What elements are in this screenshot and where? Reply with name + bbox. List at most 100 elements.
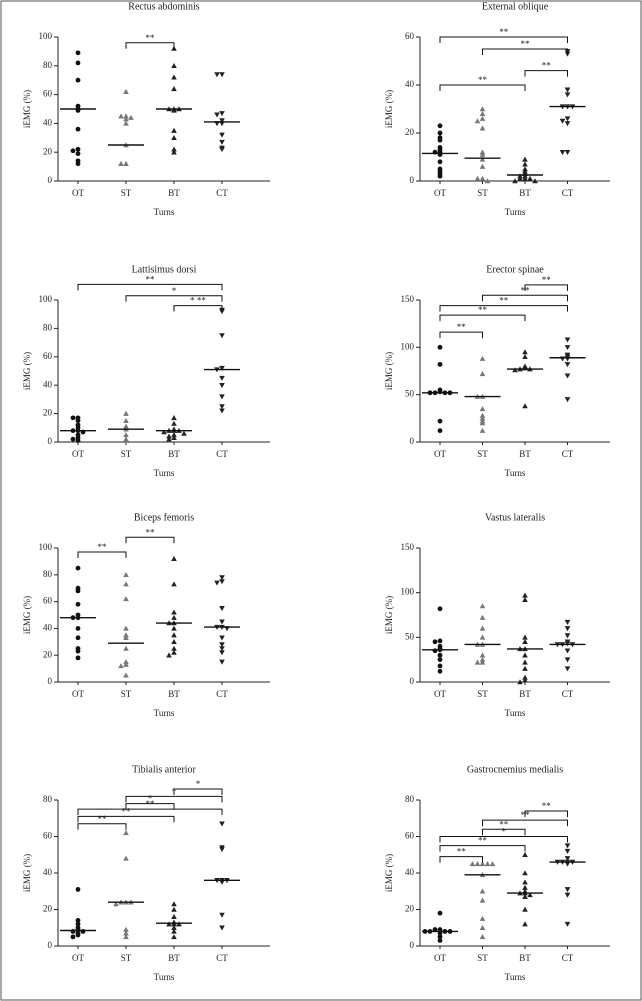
point <box>484 178 491 184</box>
y-tick-label: 100 <box>39 294 53 304</box>
point <box>123 934 129 940</box>
significance-label: * <box>148 794 153 804</box>
chart-title: Biceps femoris <box>134 512 194 523</box>
point <box>171 609 177 615</box>
y-axis-label: iEMG (%) <box>384 352 394 390</box>
y-tick-label: 20 <box>43 649 53 659</box>
point <box>171 415 177 421</box>
panel: External oblique 0 20 40 60 iEMG (%) Turns OT ST… <box>384 1 610 217</box>
significance-label: ** <box>98 814 108 824</box>
point <box>171 86 177 92</box>
significance-bracket <box>439 84 526 91</box>
point <box>123 632 129 638</box>
point <box>219 72 225 78</box>
y-tick-label: 0 <box>410 676 415 686</box>
point <box>479 603 486 609</box>
significance-bracket <box>439 856 483 863</box>
x-axis-label: Turns <box>154 708 175 718</box>
point <box>75 146 81 152</box>
point <box>123 634 129 641</box>
chart-title: Vastus lateralis <box>485 512 545 523</box>
point <box>219 147 225 153</box>
point <box>123 855 129 861</box>
point <box>479 156 486 162</box>
y-tick-label: 0 <box>410 940 415 950</box>
point <box>171 901 177 907</box>
point <box>75 126 81 132</box>
x-tick-label: CT <box>562 449 574 459</box>
point <box>70 415 76 421</box>
point <box>171 432 177 438</box>
point <box>219 375 225 381</box>
significance-bracket <box>125 536 175 544</box>
point <box>123 572 129 578</box>
point <box>564 657 571 663</box>
significance-bracket <box>482 819 568 827</box>
x-tick-label: BT <box>168 449 180 459</box>
y-tick-label: 150 <box>401 294 415 304</box>
point <box>123 437 129 443</box>
y-tick-label: 40 <box>43 622 53 632</box>
panel: Lattisimus dorsi 0 20 40 60 80 100 iEMG (%) Turn… <box>22 264 270 478</box>
point <box>171 149 177 155</box>
point <box>75 918 81 923</box>
point <box>522 893 528 899</box>
x-tick-label: CT <box>216 449 228 459</box>
y-axis-label: iEMG (%) <box>22 854 32 892</box>
point <box>522 597 528 603</box>
point <box>128 114 134 120</box>
point <box>171 127 177 133</box>
x-tick-label: BT <box>168 953 180 963</box>
point <box>564 626 571 632</box>
significance-bracket <box>482 828 526 836</box>
point <box>75 635 81 641</box>
point <box>219 847 225 853</box>
point <box>171 934 177 940</box>
point <box>522 921 528 927</box>
point <box>522 879 528 885</box>
point <box>219 912 225 918</box>
point <box>517 175 523 181</box>
point <box>437 934 443 940</box>
significance-label: ** <box>122 806 132 816</box>
point <box>479 163 486 169</box>
point <box>219 382 225 388</box>
point <box>479 861 486 867</box>
point <box>219 111 225 117</box>
y-tick-label: 80 <box>405 794 415 804</box>
point <box>437 938 443 943</box>
x-axis-label: Turns <box>154 468 175 478</box>
point <box>564 887 571 893</box>
point <box>522 851 528 857</box>
significance-label: ** <box>521 39 531 49</box>
point <box>123 88 129 94</box>
point <box>219 642 225 648</box>
point <box>522 665 528 671</box>
point <box>479 106 486 112</box>
point <box>70 436 76 442</box>
point <box>522 175 528 181</box>
x-tick-label: OT <box>434 689 446 699</box>
x-tick-label: OT <box>72 188 84 198</box>
point <box>219 635 225 641</box>
point <box>437 606 443 612</box>
significance-bracket <box>125 295 223 302</box>
significance-bracket <box>125 42 175 49</box>
significance-bracket <box>77 808 223 816</box>
point <box>564 921 571 927</box>
x-tick-label: OT <box>72 449 84 459</box>
y-axis-label: iEMG (%) <box>384 90 394 128</box>
point <box>522 677 528 683</box>
x-tick-label: CT <box>562 689 574 699</box>
point <box>479 420 486 426</box>
point <box>219 333 225 339</box>
x-axis-label: Turns <box>505 468 526 478</box>
y-axis-label: iEMG (%) <box>22 90 32 128</box>
x-tick-label: ST <box>121 188 132 198</box>
y-tick-label: 80 <box>43 60 53 70</box>
significance-label: ** <box>542 275 552 285</box>
point <box>522 674 528 680</box>
point <box>564 116 571 122</box>
x-tick-label: OT <box>72 953 84 963</box>
y-tick-label: 80 <box>43 569 53 579</box>
